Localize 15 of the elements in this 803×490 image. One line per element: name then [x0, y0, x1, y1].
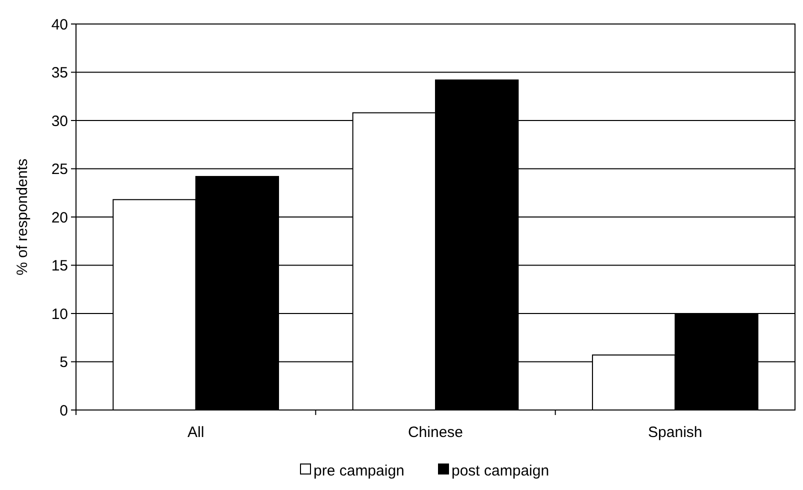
- y-tick-label: 35: [51, 64, 68, 82]
- y-tick-label: 25: [51, 161, 68, 178]
- x-tick-label: All: [187, 424, 204, 441]
- y-tick-label: 30: [51, 112, 68, 130]
- legend-label: post campaign: [452, 462, 550, 480]
- y-axis-title: % of respondents: [14, 158, 31, 276]
- y-tick-label: 5: [60, 354, 68, 371]
- x-tick-label: Chinese: [408, 424, 464, 441]
- x-tick-label: Spanish: [648, 424, 702, 441]
- y-tick-label: 40: [51, 16, 68, 34]
- y-tick-label: 10: [51, 306, 68, 323]
- y-tick-label: 15: [51, 258, 68, 274]
- y-tick-label: 0: [60, 402, 68, 420]
- legend-label: pre campaign: [314, 462, 404, 480]
- y-tick-label: 20: [51, 209, 68, 226]
